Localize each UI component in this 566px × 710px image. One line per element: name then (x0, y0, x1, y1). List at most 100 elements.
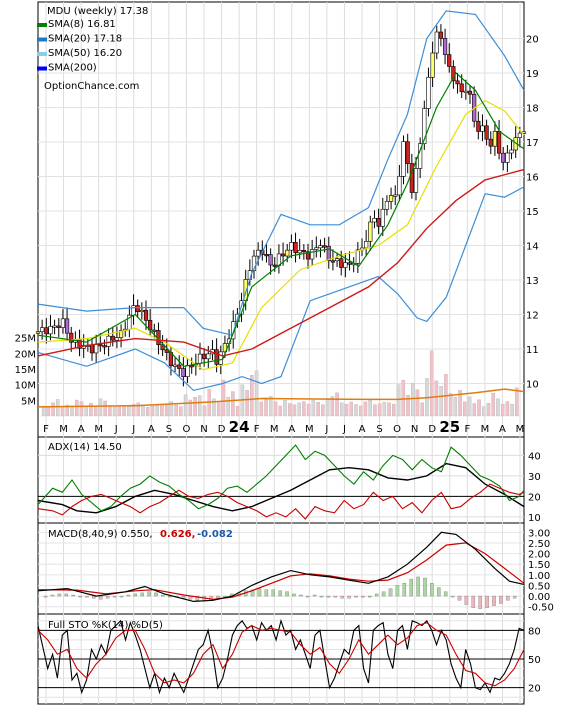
volume-bar (496, 398, 500, 417)
x-tick-label: J (324, 424, 328, 435)
candle-body (463, 90, 468, 93)
macd-signal-line (37, 542, 525, 600)
candle-body (264, 254, 269, 257)
macd-signal-label: -0.082 (197, 529, 233, 540)
macd-histogram-bar (85, 595, 89, 598)
x-tick-label: A (499, 424, 506, 435)
volume-bar (415, 389, 420, 417)
volume-bar (292, 404, 297, 417)
candle-body (484, 125, 489, 140)
volume-bar (235, 406, 240, 417)
x-tick-label: S (166, 424, 172, 435)
candle-body (467, 90, 473, 95)
candle-body (459, 83, 464, 93)
macd-line (37, 531, 525, 603)
macd-histogram-bar (264, 589, 269, 597)
price-tick-label: 18 (526, 104, 539, 115)
macd-histogram-bar (299, 594, 303, 597)
candle-body (476, 120, 481, 132)
legend-swatch (37, 52, 47, 56)
price-tick-label: 14 (526, 242, 539, 253)
macd-histogram-bar (423, 577, 427, 597)
macd-histogram-bar (78, 595, 82, 598)
volume-bar (283, 400, 287, 417)
volume-bar (387, 402, 391, 417)
price-tick-label: 12 (526, 311, 539, 322)
volume-bar (155, 405, 159, 417)
macd-histogram-bar (112, 595, 117, 598)
candle-body (430, 52, 435, 78)
macd-histogram-bar (43, 595, 48, 598)
volume-bar (439, 386, 443, 417)
volume-bar (344, 403, 349, 417)
volume-bar (98, 398, 103, 417)
legend-swatch (37, 23, 47, 27)
sto-tick-label: 20 (528, 684, 541, 695)
sto-series-line (37, 622, 525, 687)
volume-bar (373, 404, 377, 417)
macd-histogram-bar (312, 594, 317, 597)
volume-bar (51, 402, 55, 417)
volume-bar (349, 401, 353, 417)
macd-histogram-bar (506, 595, 510, 601)
volume-bar (472, 403, 477, 417)
candle-body (314, 247, 319, 250)
candle-body (89, 344, 95, 354)
volume-bar (183, 394, 188, 417)
candle-body (152, 329, 157, 332)
macd-histogram-bar (354, 595, 358, 598)
candle-body (480, 125, 485, 132)
macd-histogram-bar (464, 595, 469, 605)
macd-histogram-bar (161, 594, 165, 597)
macd-tick-label: 2.00 (528, 550, 550, 561)
candle-body (380, 208, 385, 227)
candle-body (488, 138, 493, 147)
macd-histogram-bar (374, 593, 379, 597)
candle-body (40, 327, 45, 333)
volume-bar (93, 405, 98, 417)
volume-bar (127, 406, 131, 417)
candle-body (56, 325, 61, 328)
macd-histogram-bar (430, 583, 434, 597)
candle-body (492, 130, 498, 147)
volume-bar (56, 399, 60, 417)
legend-label: SMA(200) (48, 63, 97, 74)
candle-body (289, 242, 294, 251)
candle-body (339, 258, 344, 268)
panel-frame-main (37, 1, 525, 438)
volume-bar (410, 382, 415, 417)
price-tick-label: 16 (526, 173, 539, 184)
macd-histogram-bar (71, 594, 75, 597)
macd-histogram-bar (340, 595, 344, 599)
x-tick-label: J (342, 424, 346, 435)
macd-histogram-bar (140, 592, 144, 597)
candle-body (334, 258, 340, 262)
x-tick-label: A (359, 424, 366, 435)
volume-tick-label: 15M (15, 365, 36, 376)
x-tick-label: D (218, 424, 226, 435)
x-tick-label: D (428, 424, 436, 435)
volume-bar (70, 405, 74, 417)
candle-body (343, 262, 348, 268)
volume-bar (377, 403, 382, 417)
macd-histogram-bar (154, 592, 158, 597)
volume-bar (448, 393, 453, 417)
candle-body (135, 305, 140, 313)
candle-body (297, 250, 302, 254)
macd-tick-label: -0.50 (528, 603, 554, 614)
candle-body (218, 351, 223, 365)
candle-body (434, 31, 439, 54)
volume-average-line (37, 388, 525, 408)
candle-body (496, 130, 502, 154)
volume-bar (179, 406, 183, 417)
volume-bar (254, 370, 259, 417)
macd-histogram-bar (305, 595, 310, 598)
candle-body (206, 353, 211, 360)
adx-tick-label: 30 (528, 472, 541, 483)
macd-histogram-bar (181, 595, 186, 599)
candle-body (256, 249, 261, 257)
candle-body (438, 31, 444, 39)
candle-body (110, 335, 115, 341)
